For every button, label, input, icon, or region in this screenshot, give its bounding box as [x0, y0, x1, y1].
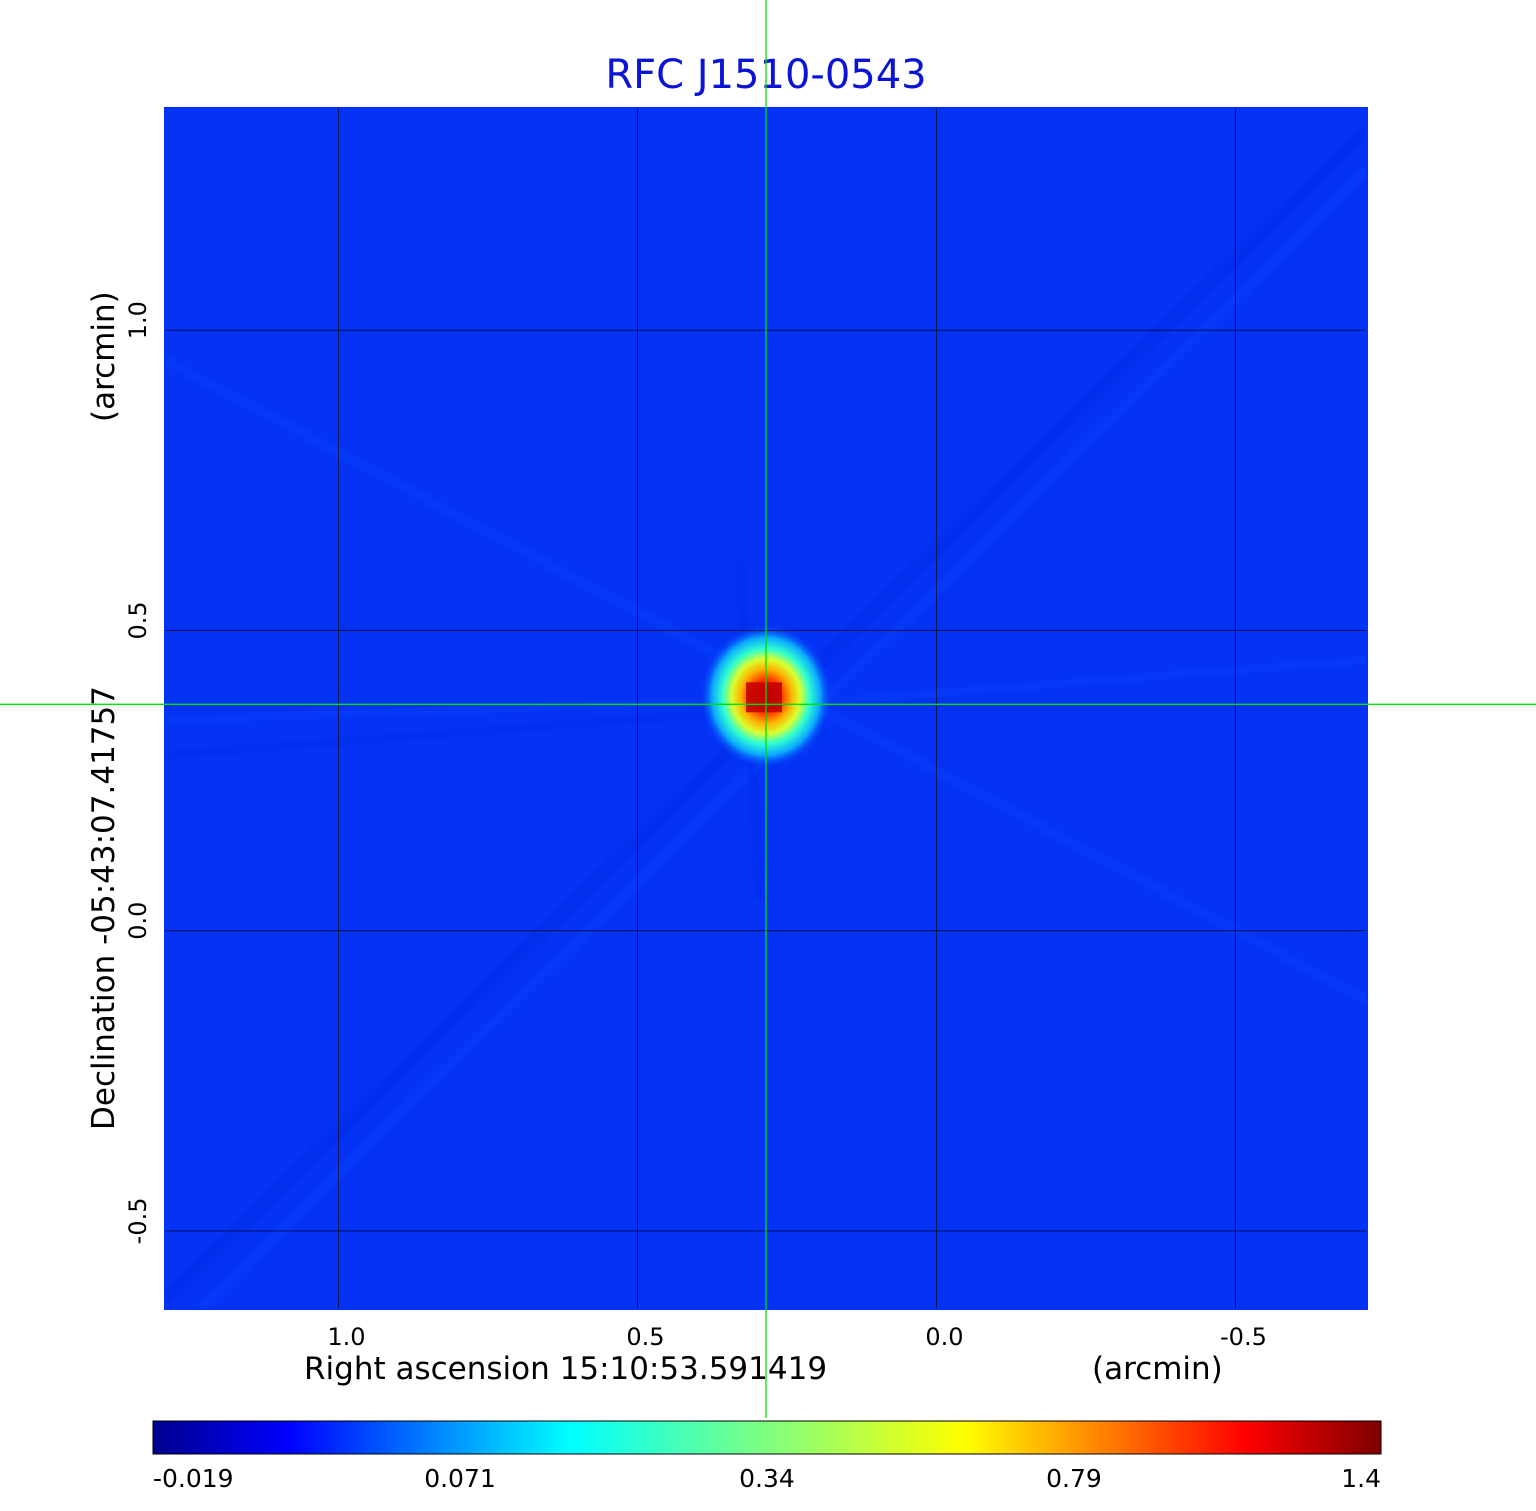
- colorbar: [152, 1420, 1382, 1455]
- x-tick-labels: 1.0 0.5 0.0 -0.5: [327, 1323, 1267, 1351]
- y-axis-unit: (arcmin): [86, 291, 122, 422]
- x-axis-label: Right ascension 15:10:53.591419: [304, 1351, 827, 1387]
- colorbar-tick-label: 0.79: [1046, 1464, 1102, 1493]
- y-tick-label: 0.5: [124, 601, 152, 639]
- colorbar-tick-label: 1.4: [1341, 1464, 1381, 1493]
- y-tick-label: 0.0: [124, 902, 152, 940]
- y-tick-label: -0.5: [124, 1198, 152, 1245]
- x-tick-label: -0.5: [1220, 1323, 1267, 1351]
- colorbar-tick-labels: -0.019 0.071 0.34 0.79 1.4: [153, 1464, 1381, 1493]
- x-tick-label: 0.5: [626, 1323, 664, 1351]
- y-tick-labels: 1.0 0.5 0.0 -0.5: [124, 301, 152, 1244]
- colorbar-tick-label: -0.019: [153, 1464, 234, 1493]
- colorbar-tick-label: 0.071: [424, 1464, 496, 1493]
- x-axis-unit: (arcmin): [1092, 1351, 1223, 1387]
- colorbar-tick-label: 0.34: [739, 1464, 795, 1493]
- x-tick-label: 1.0: [327, 1323, 365, 1351]
- y-tick-label: 1.0: [124, 301, 152, 339]
- y-axis-label: Declination -05:43:07.41757: [86, 686, 122, 1130]
- x-tick-label: 0.0: [925, 1323, 963, 1351]
